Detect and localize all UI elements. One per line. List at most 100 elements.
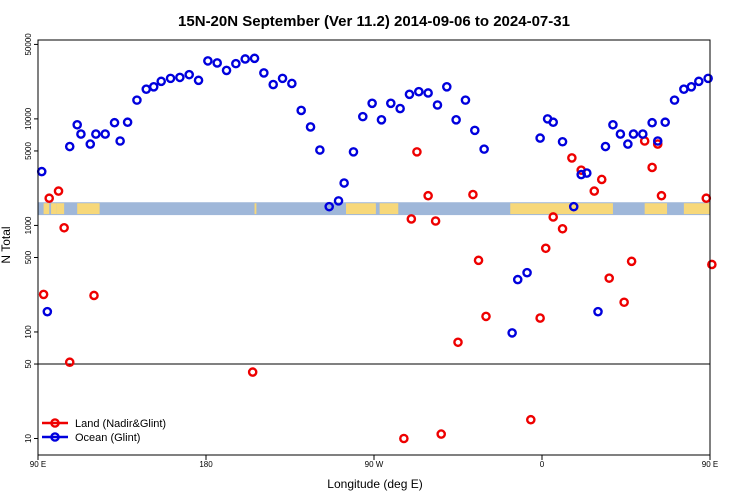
ocean-point — [660, 117, 671, 128]
ocean-point — [638, 129, 648, 139]
ocean-point — [522, 267, 532, 278]
ocean-point — [357, 111, 368, 122]
ocean-point — [628, 129, 639, 139]
land-point — [453, 337, 463, 348]
y-tick-label: 50000 — [24, 33, 33, 56]
strip-land — [77, 203, 100, 215]
ocean-point — [212, 58, 222, 68]
map-strip — [38, 202, 710, 216]
land-point — [707, 259, 717, 270]
strip-land — [43, 203, 50, 215]
ocean-point — [694, 76, 704, 87]
strip-land — [644, 203, 668, 215]
ocean-point — [259, 68, 269, 78]
land-point — [548, 212, 559, 222]
ocean-point — [600, 141, 611, 152]
ocean-point — [460, 95, 471, 105]
ocean-point — [287, 78, 297, 89]
ocean-point — [395, 103, 405, 114]
legend: Land (Nadir&Glint) Ocean (Glint) — [42, 418, 166, 444]
ocean-point — [305, 122, 316, 132]
ocean-point — [385, 98, 396, 109]
y-tick-label: 500 — [24, 250, 33, 264]
ocean-point — [512, 274, 523, 285]
ocean-point — [184, 69, 194, 80]
ocean-point — [193, 75, 204, 86]
ocean-point — [175, 72, 185, 83]
land-point — [44, 193, 55, 204]
land-point — [423, 190, 433, 201]
land-point — [38, 289, 49, 300]
ocean-point — [376, 115, 387, 125]
y-tick-label: 10000 — [24, 107, 33, 130]
ocean-point — [249, 53, 260, 64]
ocean-point — [647, 117, 657, 128]
ocean-point — [348, 147, 359, 157]
ocean-point — [686, 82, 697, 92]
ocean-point — [367, 98, 377, 109]
x-tick-label: 0 — [540, 460, 545, 469]
land-point — [53, 186, 64, 196]
ocean-point — [679, 84, 689, 94]
ocean-point — [548, 117, 559, 128]
ocean-point — [404, 89, 415, 100]
land-point — [701, 193, 712, 204]
ocean-point — [122, 117, 133, 128]
ocean-point — [652, 136, 663, 146]
land-point — [89, 290, 99, 301]
ocean-point — [339, 178, 349, 188]
land-point — [59, 222, 69, 233]
land-point — [399, 433, 409, 444]
ocean-point — [165, 73, 176, 84]
ocean-point — [268, 79, 279, 90]
y-tick-label: 1000 — [24, 216, 33, 234]
ocean-point — [141, 84, 152, 94]
land-point — [64, 357, 75, 368]
x-tick-label: 90 E — [30, 460, 46, 469]
y-tick-label: 10 — [24, 434, 33, 443]
ocean-point — [535, 133, 545, 143]
y-tick-label: 5000 — [24, 142, 33, 160]
ocean-point — [333, 196, 344, 206]
land-point — [468, 189, 478, 200]
land-point — [596, 174, 607, 185]
ocean-point — [469, 125, 480, 136]
ocean-point — [148, 82, 159, 92]
ocean-point — [479, 144, 489, 154]
ocean-point — [76, 129, 86, 139]
ocean-point — [42, 306, 53, 317]
ocean-point — [296, 105, 307, 116]
ocean-point — [115, 136, 125, 146]
strip-land — [254, 203, 257, 215]
series-land — [38, 136, 717, 444]
land-point — [430, 216, 441, 226]
x-axis: 90 E 180 90 W 0 90 E — [30, 455, 718, 469]
ocean-point — [623, 139, 633, 149]
ocean-point — [441, 82, 452, 92]
land-point — [247, 367, 258, 377]
y-axis-label: N Total — [0, 226, 13, 263]
ocean-point — [432, 100, 443, 110]
ocean-point — [72, 119, 82, 130]
ocean-point — [576, 169, 587, 180]
y-axis: 10 50 100 500 1000 5000 10000 50000 — [24, 33, 38, 443]
land-point — [567, 153, 577, 163]
y-tick-label: 50 — [24, 359, 33, 368]
land-point — [526, 414, 536, 425]
ocean-point — [593, 306, 603, 317]
ocean-point — [36, 166, 47, 177]
land-point — [557, 223, 568, 234]
ocean-point — [703, 73, 713, 84]
ocean-point — [156, 76, 166, 87]
land-point — [626, 256, 637, 267]
land-point — [473, 255, 484, 266]
y-tick-label: 100 — [24, 325, 33, 339]
land-point — [406, 214, 417, 224]
x-tick-label: 90 E — [702, 460, 718, 469]
ocean-point — [231, 58, 241, 69]
strip-land — [346, 203, 376, 215]
ocean-point — [669, 95, 680, 105]
chart-title: 15N-20N September (Ver 11.2) 2014-09-06 … — [178, 13, 570, 30]
ocean-point — [203, 56, 213, 66]
